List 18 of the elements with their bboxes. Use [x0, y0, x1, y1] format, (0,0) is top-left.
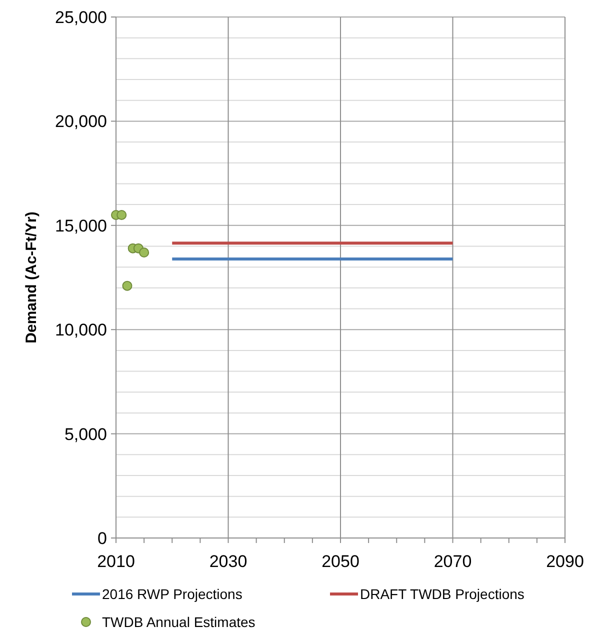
x-tick-label: 2050	[322, 552, 360, 571]
legend-label: 2016 RWP Projections	[102, 586, 242, 602]
y-axis-title: Demand (Ac-Ft/Yr)	[23, 212, 40, 344]
x-tick-label: 2090	[546, 552, 584, 571]
y-tick-label: 15,000	[55, 216, 107, 236]
x-tick-label: 2070	[434, 552, 472, 571]
y-tick-label: 5,000	[64, 424, 107, 444]
y-tick-label: 0	[98, 529, 107, 548]
point	[122, 280, 132, 291]
x-tick-label: 2030	[209, 552, 248, 571]
legend-label: TWDB Annual Estimates	[102, 614, 256, 630]
x-tick-label: 2010	[97, 552, 135, 571]
point	[139, 247, 150, 258]
y-tick-label: 20,000	[55, 112, 107, 132]
y-tick-label: 25,000	[55, 8, 107, 27]
y-tick-label: 10,000	[55, 320, 107, 340]
legend-label: DRAFT TWDB Projections	[360, 586, 524, 602]
point	[116, 210, 127, 220]
